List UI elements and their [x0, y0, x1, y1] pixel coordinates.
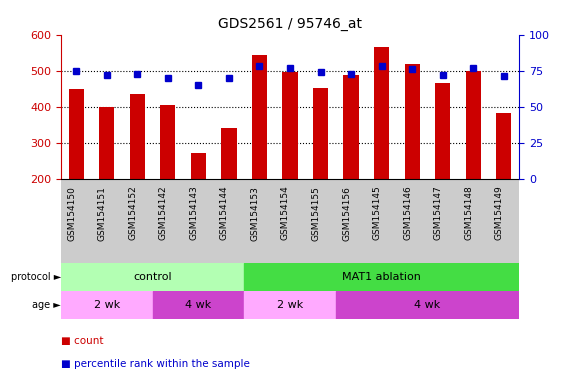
Text: GSM154156: GSM154156	[342, 186, 351, 241]
Bar	[374, 47, 389, 179]
Text: GSM154149: GSM154149	[495, 186, 504, 240]
Bar	[222, 128, 237, 179]
Bar	[68, 89, 84, 179]
Bar	[405, 64, 420, 179]
Bar	[244, 263, 519, 291]
Text: GSM154151: GSM154151	[97, 186, 107, 241]
Text: ■ count: ■ count	[61, 336, 103, 346]
Text: ■ percentile rank within the sample: ■ percentile rank within the sample	[61, 359, 250, 369]
Bar	[343, 75, 358, 179]
Text: MAT1 ablation: MAT1 ablation	[342, 272, 421, 282]
Text: GSM154152: GSM154152	[128, 186, 137, 240]
Bar	[160, 105, 176, 179]
Bar	[191, 152, 206, 179]
Text: GSM154146: GSM154146	[403, 186, 412, 240]
Bar	[129, 94, 145, 179]
Text: GSM154155: GSM154155	[311, 186, 321, 241]
Text: age ►: age ►	[32, 300, 61, 310]
Text: 2 wk: 2 wk	[93, 300, 120, 310]
Text: GSM154154: GSM154154	[281, 186, 290, 240]
Bar	[252, 55, 267, 179]
Bar	[61, 263, 244, 291]
Text: GSM154143: GSM154143	[189, 186, 198, 240]
Bar	[99, 108, 114, 179]
Text: GSM154150: GSM154150	[67, 186, 76, 241]
Text: 2 wk: 2 wk	[277, 300, 303, 310]
Bar	[435, 83, 451, 179]
Text: 4 wk: 4 wk	[414, 300, 441, 310]
Text: GSM154144: GSM154144	[220, 186, 229, 240]
Bar	[153, 291, 244, 319]
Text: GDS2561 / 95746_at: GDS2561 / 95746_at	[218, 17, 362, 31]
Bar	[496, 113, 512, 179]
Bar	[313, 88, 328, 179]
Text: 4 wk: 4 wk	[185, 300, 212, 310]
Bar	[244, 291, 336, 319]
Text: GSM154148: GSM154148	[464, 186, 473, 240]
Bar	[61, 291, 153, 319]
Text: GSM154153: GSM154153	[251, 186, 259, 241]
Text: GSM154147: GSM154147	[434, 186, 443, 240]
Bar	[336, 291, 519, 319]
Text: GSM154145: GSM154145	[372, 186, 382, 240]
Bar	[466, 71, 481, 179]
Text: protocol ►: protocol ►	[10, 272, 61, 282]
Text: GSM154142: GSM154142	[159, 186, 168, 240]
Text: control: control	[133, 272, 172, 282]
Bar	[282, 72, 298, 179]
